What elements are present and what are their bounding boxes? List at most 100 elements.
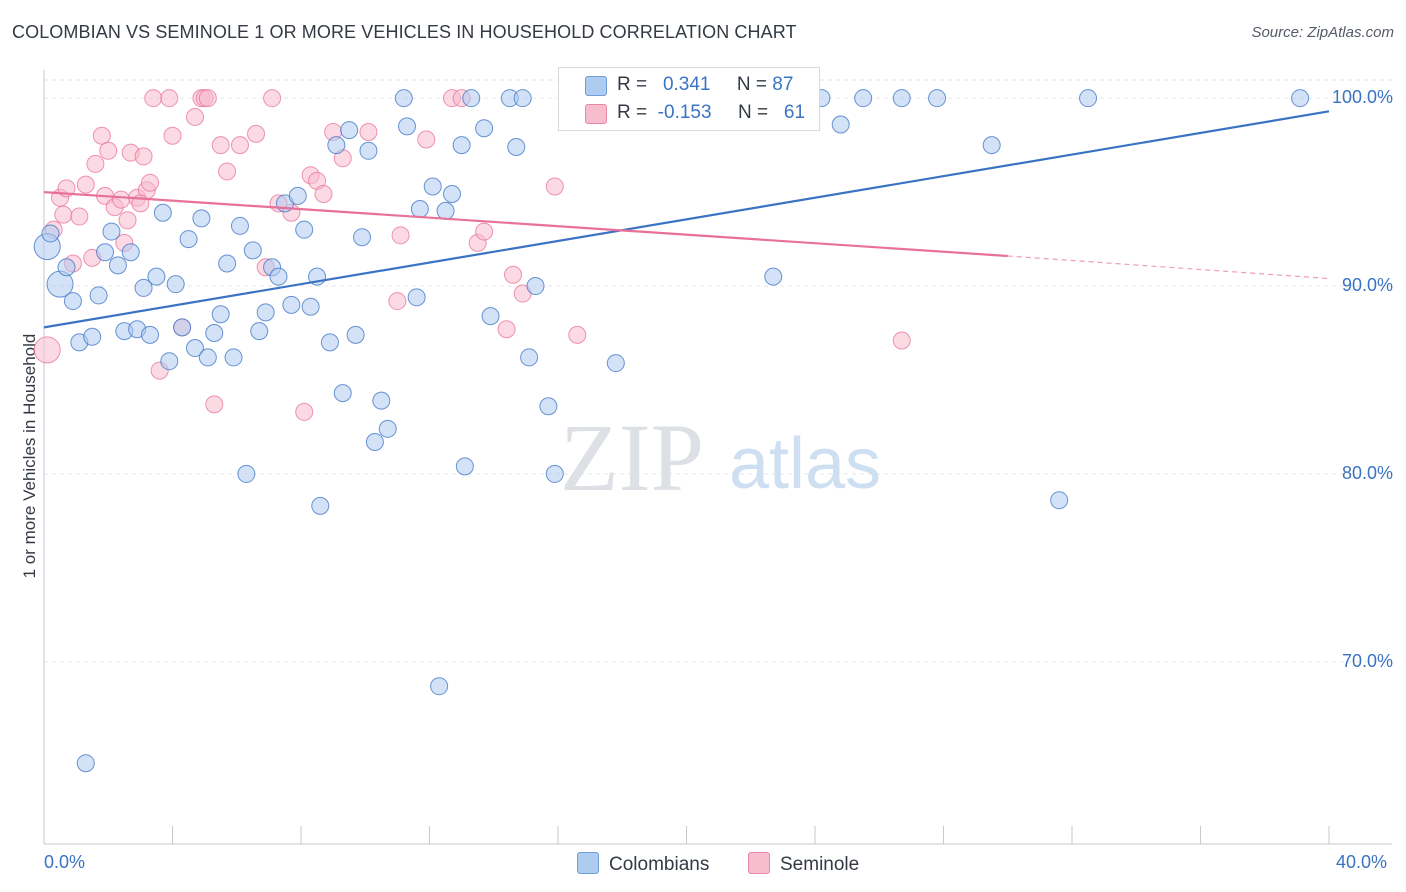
seminole-point <box>118 211 137 230</box>
series-swatch-seminole <box>748 852 770 874</box>
colombians-point <box>831 115 850 134</box>
seminole-point <box>205 395 224 414</box>
legend-n-value: 87 <box>772 74 794 95</box>
legend-r-label: R = <box>617 102 648 123</box>
seminole-point <box>144 89 163 108</box>
colombians-point <box>526 277 545 296</box>
colombians-point <box>1291 89 1310 108</box>
trend-lines <box>43 110 1330 329</box>
colombians-point <box>365 432 384 451</box>
colombians-point <box>198 348 217 367</box>
seminole-point <box>892 331 911 350</box>
colombians-point <box>63 292 82 311</box>
colombians-point <box>96 243 115 262</box>
colombians-point <box>481 307 500 326</box>
seminole-point <box>76 175 95 194</box>
seminole-point <box>230 136 249 155</box>
seminole-trend-extension <box>1007 255 1330 280</box>
seminole-point <box>92 126 111 145</box>
axes <box>43 70 1392 845</box>
colombians-point <box>211 305 230 324</box>
colombians-point <box>269 267 288 286</box>
seminole-point <box>185 107 204 126</box>
colombians-point <box>539 397 558 416</box>
legend-n-label: N = <box>736 74 768 95</box>
colombians-point <box>353 228 372 247</box>
seminole-point <box>247 124 266 143</box>
colombians-point <box>764 267 783 286</box>
seminole-point <box>391 226 410 245</box>
stats-legend: R = 0.341 N = 87 R = -0.153 N = 61 <box>558 67 820 131</box>
colombians-point <box>455 457 474 476</box>
colombians-point <box>282 295 301 314</box>
series-name-seminole: Seminole <box>780 854 860 875</box>
colombians-point <box>108 256 127 275</box>
colombians-point <box>153 203 172 222</box>
colombians-point <box>507 138 526 157</box>
colombians-point <box>513 89 532 108</box>
series-legend-seminole: Seminole <box>748 852 859 876</box>
colombians-point <box>452 136 471 155</box>
legend-swatch-colombians <box>585 76 607 96</box>
legend-text-seminole: R = -0.153 N = 61 <box>617 102 805 124</box>
series-legend-colombians: Colombians <box>577 852 709 876</box>
seminole-point <box>475 222 494 241</box>
series-name-colombians: Colombians <box>609 854 710 875</box>
watermark-zip: ZIP <box>560 404 704 511</box>
colombians-point <box>192 209 211 228</box>
colombians-point <box>398 117 417 136</box>
x-tick-label-min: 0.0% <box>44 852 86 872</box>
seminole-point <box>417 130 436 149</box>
colombians-point <box>89 286 108 305</box>
colombians-point <box>134 278 153 297</box>
colombians-point <box>41 224 60 243</box>
colombians-point <box>230 216 249 235</box>
colombians-point <box>436 201 455 220</box>
colombians-point <box>237 464 256 483</box>
legend-text-colombians: R = 0.341 N = 87 <box>617 74 793 96</box>
seminole-trend-line <box>43 191 1008 258</box>
seminole-point <box>359 122 378 141</box>
seminole-point <box>504 265 523 284</box>
colombians-point <box>394 89 413 108</box>
legend-r-label: R = <box>617 74 648 95</box>
seminole-point <box>295 402 314 421</box>
watermark-atlas: atlas <box>729 424 881 504</box>
seminole-point <box>497 320 516 339</box>
colombians-point <box>475 119 494 138</box>
seminole-point <box>163 126 182 145</box>
colombians-point <box>173 318 192 337</box>
legend-n-value: 61 <box>783 102 806 123</box>
legend-swatch-seminole <box>585 104 607 124</box>
colombians-point <box>141 325 160 344</box>
seminole-point <box>568 325 587 344</box>
colombians-point <box>218 254 237 273</box>
seminole-point <box>141 173 160 192</box>
seminole-point <box>86 154 105 173</box>
colombians-point <box>462 89 481 108</box>
colombians-point <box>311 496 330 515</box>
seminole-point <box>263 89 282 108</box>
seminole-point <box>134 147 153 166</box>
colombians-point <box>520 348 539 367</box>
colombians-point <box>1079 89 1098 108</box>
colombians-point <box>301 297 320 316</box>
colombians-point <box>121 243 140 262</box>
colombians-point <box>205 324 224 343</box>
colombians-point <box>102 222 121 241</box>
colombians-point <box>340 121 359 140</box>
colombians-point <box>430 677 449 696</box>
colombians-point <box>327 136 346 155</box>
colombians-point <box>410 200 429 219</box>
seminole-point <box>99 141 118 160</box>
seminole-point <box>211 136 230 155</box>
colombians-point <box>333 384 352 403</box>
y-tick-label: 90.0% <box>1342 275 1393 295</box>
colombians-point <box>160 352 179 371</box>
colombians-point <box>378 419 397 438</box>
colombians-point <box>928 89 947 108</box>
gridlines <box>44 79 1392 663</box>
seminole-point <box>218 162 237 181</box>
seminole-point <box>388 292 407 311</box>
colombians-point <box>423 177 442 196</box>
